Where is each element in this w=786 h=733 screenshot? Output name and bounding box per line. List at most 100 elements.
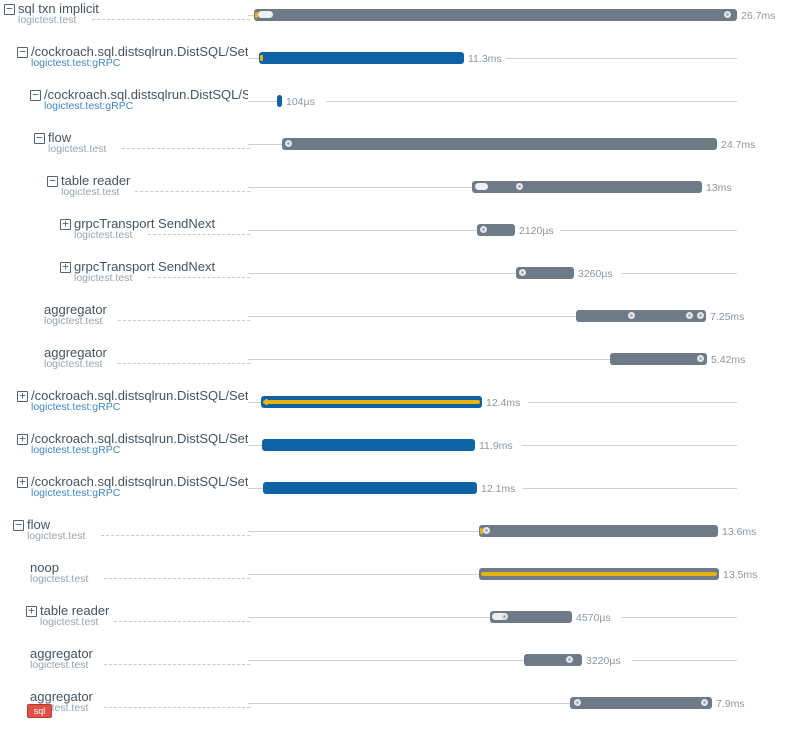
span-bar[interactable] — [263, 482, 477, 494]
span-bar[interactable] — [516, 267, 574, 279]
duration-label: 5.42ms — [711, 354, 746, 366]
timeline-line — [248, 531, 479, 532]
span-title: grpcTransport SendNext — [74, 216, 216, 231]
trace-row: −/cockroach.sql.distsqlrun.DistSQL/Set lo… — [0, 44, 786, 88]
trace-row: − sql txn implicit logictest.test 26.7ms — [0, 1, 786, 45]
span-bar[interactable] — [524, 654, 582, 666]
timeline-line — [248, 144, 282, 145]
timeline-line — [523, 488, 737, 489]
span-bar[interactable] — [610, 353, 707, 365]
timeline-line — [248, 101, 277, 102]
timeline-line — [248, 316, 576, 317]
leader-dashed-line — [101, 535, 250, 536]
collapse-icon[interactable]: − — [17, 46, 28, 58]
span-bar[interactable] — [479, 525, 718, 537]
trace-row: aggregator logictest.test 5.42ms — [0, 345, 786, 389]
span-title: table reader — [40, 603, 110, 618]
span-bar[interactable] — [261, 396, 482, 408]
leader-dashed-line — [148, 277, 250, 278]
collapse-icon[interactable]: − — [4, 3, 15, 15]
span-title: grpcTransport SendNext — [74, 259, 216, 274]
event-marker-circle — [285, 140, 292, 147]
expand-icon[interactable]: + — [26, 605, 37, 617]
span-subtitle: logictest.test — [44, 315, 103, 327]
leader-dashed-line — [92, 19, 250, 20]
event-marker-circle — [701, 699, 708, 706]
timeline-line — [248, 58, 259, 59]
span-bar[interactable] — [570, 697, 712, 709]
timeline-line — [248, 445, 262, 446]
span-bar[interactable] — [277, 95, 282, 107]
timeline-line — [248, 15, 254, 16]
event-marker-circle — [480, 226, 487, 233]
event-marker-circle — [566, 656, 573, 663]
span-bar[interactable] — [254, 9, 737, 21]
event-marker-circle — [697, 312, 704, 319]
collapse-icon[interactable]: − — [30, 89, 41, 101]
span-title: flow — [27, 517, 51, 532]
expand-icon[interactable]: + — [17, 433, 28, 445]
span-subtitle: logictest.test — [18, 14, 77, 26]
span-bar[interactable] — [477, 224, 515, 236]
duration-label: 11.9ms — [479, 440, 513, 452]
span-bar[interactable] — [479, 568, 719, 580]
duration-label: 3220µs — [586, 655, 621, 667]
span-bar[interactable] — [472, 181, 702, 193]
event-marker-circle — [628, 312, 635, 319]
duration-label: 12.1ms — [481, 483, 516, 495]
leader-dashed-line — [114, 621, 250, 622]
collapse-icon[interactable]: − — [47, 175, 58, 187]
trace-row: +/cockroach.sql.distsqlrun.DistSQL/Set lo… — [0, 431, 786, 475]
span-subtitle: logictest.test — [40, 616, 99, 628]
timeline-line — [528, 402, 737, 403]
collapse-icon[interactable]: − — [34, 132, 45, 144]
duration-label: 4570µs — [576, 612, 611, 624]
span-bar[interactable] — [490, 611, 572, 623]
event-marker-tick — [260, 55, 263, 61]
duration-label: 2120µs — [519, 225, 554, 237]
span-bar[interactable] — [262, 439, 475, 451]
duration-label: 3260µs — [578, 268, 613, 280]
trace-row: +/cockroach.sql.distsqlrun.DistSQL/Set lo… — [0, 388, 786, 432]
span-title: aggregator — [30, 646, 93, 661]
timeline-line — [248, 402, 261, 403]
trace-row: − flow logictest.test 24.7ms — [0, 130, 786, 174]
timeline-line — [248, 273, 516, 274]
span-subtitle: logictest.test — [44, 358, 103, 370]
span-title: /cockroach.sql.distsqlrun.DistSQL/Set — [31, 388, 248, 403]
event-marker-circle — [516, 183, 523, 190]
expand-icon[interactable]: + — [60, 218, 71, 230]
timeline-line — [248, 660, 524, 661]
event-marker-circle — [483, 527, 490, 534]
leader-dashed-line — [135, 191, 250, 192]
expand-icon[interactable]: + — [17, 476, 28, 488]
event-marker-tick — [265, 399, 268, 405]
trace-row: − table reader logictest.test 13ms — [0, 173, 786, 217]
collapse-icon[interactable]: − — [13, 519, 24, 531]
event-marker-circle — [724, 11, 731, 18]
expand-icon[interactable]: + — [60, 261, 71, 273]
span-subtitle: logictest.test — [30, 659, 89, 671]
duration-label: 12.4ms — [486, 397, 521, 409]
span-title: table reader — [61, 173, 131, 188]
leader-dashed-line — [104, 578, 250, 579]
expand-icon[interactable]: + — [17, 390, 28, 402]
timeline-line — [248, 359, 610, 360]
span-subtitle: logictest.test:gRPC — [31, 57, 121, 69]
leader-dashed-line — [118, 320, 250, 321]
span-bar[interactable] — [282, 138, 717, 150]
leader-dashed-line — [118, 363, 250, 364]
span-subtitle: logictest.test — [30, 573, 89, 585]
span-title: aggregator — [44, 345, 107, 360]
span-subtitle: logictest.test:gRPC — [31, 444, 121, 456]
leader-dashed-line — [104, 664, 250, 665]
event-marker-circle — [697, 355, 704, 362]
span-bar[interactable] — [576, 310, 706, 322]
timeline-line — [521, 445, 737, 446]
duration-label: 11.3ms — [468, 53, 502, 65]
span-subtitle: logictest.test — [48, 143, 107, 155]
span-bar[interactable] — [259, 52, 464, 64]
sql-badge[interactable]: sql — [27, 704, 52, 718]
duration-label: 13.6ms — [722, 526, 757, 538]
duration-label: 7.9ms — [716, 698, 745, 710]
